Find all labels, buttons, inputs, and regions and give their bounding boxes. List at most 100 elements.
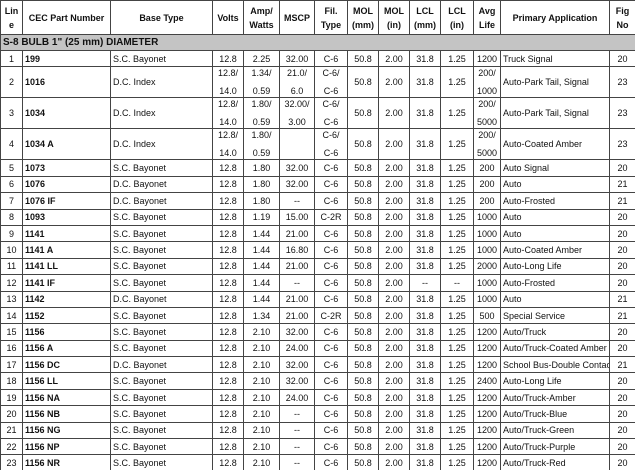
table-cell: 1200 [473, 421, 501, 440]
table-cell: C-6 [314, 356, 348, 374]
table-cell: 1152 [22, 306, 111, 325]
table-cell: S.C. Bayonet [110, 421, 213, 440]
header-line: (mm) [414, 19, 436, 30]
table-cell: 50.8 [347, 405, 379, 423]
table-cell: 31.8 [409, 323, 441, 341]
table-cell: 12.8/14.0 [212, 97, 244, 130]
table-cell: Auto-Long Life [500, 257, 610, 276]
table-cell: 18 [0, 372, 23, 390]
table-cell: 21 [0, 421, 23, 440]
table-cell: 1200 [473, 454, 501, 470]
table-cell: 7 [0, 192, 23, 210]
table-cell: 12.8 [212, 388, 244, 407]
cell-line: 1.34/ [251, 68, 272, 79]
table-cell: C-6 [314, 175, 348, 194]
table-cell: 1156 [22, 323, 111, 341]
table-cell: Auto-Coated Amber [500, 128, 610, 161]
table-cell: 50.8 [347, 388, 379, 407]
cell-line: 1.80/ [251, 130, 272, 141]
table-cell: 2.00 [378, 274, 410, 292]
header-line: Volts [217, 12, 239, 23]
table-cell: 1141 [22, 224, 111, 243]
table-cell: 8 [0, 208, 23, 226]
table-cell: 6 [0, 175, 23, 194]
table-cell: 1156 NR [22, 454, 111, 470]
table-cell: 1.25 [440, 208, 474, 226]
cell-lines: 200/5000 [476, 130, 498, 158]
table-row: 22 1156 NP S.C. Bayonet 12.8 2.10 -- C-6 50.8 2.… [0, 438, 635, 456]
section-title: S-8 BULB 1" (25 mm) DIAMETER [0, 34, 635, 51]
cell-line: 6.0 [290, 86, 304, 97]
table-cell: 50.8 [347, 257, 379, 276]
cell-lines: 12.8/14.0 [215, 68, 241, 96]
table-cell: 200/5000 [473, 128, 501, 161]
table-cell: Auto [500, 224, 610, 243]
table-cell: -- [409, 274, 441, 292]
cell-lines: 32.00/3.00 [282, 99, 312, 127]
table-cell: 31.8 [409, 97, 441, 130]
table-cell: 2.00 [378, 128, 410, 161]
table-cell: D.C. Bayonet [110, 175, 213, 194]
table-row: 11 1141 LL S.C. Bayonet 12.8 1.44 21.00 C-6 50.… [0, 257, 635, 276]
table-cell: 32.00 [279, 159, 315, 177]
table-cell: 1.25 [440, 290, 474, 308]
table-cell: 50.8 [347, 306, 379, 325]
table-cell: 31.8 [409, 438, 441, 456]
cell-lines: 1.80/0.59 [246, 99, 277, 127]
table-cell: 11 [0, 257, 23, 276]
table-cell: 1.25 [440, 323, 474, 341]
cell-line: 3.00 [288, 117, 306, 128]
table-cell: -- [279, 405, 315, 423]
table-cell: 2.00 [378, 257, 410, 276]
table-cell: 21.00 [279, 306, 315, 325]
table-cell: 31.8 [409, 405, 441, 423]
table-cell: -- [440, 274, 474, 292]
table-cell: Truck Signal [500, 49, 610, 68]
table-cell: 21 [609, 290, 635, 308]
table-cell: 12.8 [212, 257, 244, 276]
table-cell: 12.8/14.0 [212, 66, 244, 99]
table-cell: D.C. Bayonet [110, 192, 213, 210]
table-cell: 12.8 [212, 159, 244, 177]
table-cell: 2.00 [378, 49, 410, 68]
table-cell: 20 [0, 405, 23, 423]
header-line: Avg [478, 5, 496, 16]
table-cell: Auto [500, 208, 610, 226]
table-cell: 1.25 [440, 159, 474, 177]
cell-line: 12.8/ [217, 130, 239, 141]
table-cell: C-6 [314, 388, 348, 407]
table-cell: C-6/C-6 [314, 66, 348, 99]
table-cell: C-6 [314, 405, 348, 423]
table-cell: 2.00 [378, 208, 410, 226]
table-cell: D.C. Bayonet [110, 290, 213, 308]
table-cell: 1.25 [440, 421, 474, 440]
table-row: 16 1156 A S.C. Bayonet 12.8 2.10 24.00 C-6 50.8… [0, 339, 635, 358]
table-cell: Auto/Truck [500, 323, 610, 341]
table-row: 15 1156 S.C. Bayonet 12.8 2.10 32.00 C-6 50.8 2.… [0, 323, 635, 341]
table-cell: 50.8 [347, 208, 379, 226]
table-cell: C-6/C-6 [314, 97, 348, 130]
table-cell: 1073 [22, 159, 111, 177]
header-line: Type [320, 19, 342, 30]
table-cell: 1200 [473, 405, 501, 423]
table-cell: 21 [609, 192, 635, 210]
table-cell: 1.80 [243, 192, 280, 210]
table-cell: D.C. Bayonet [110, 356, 213, 374]
table-cell: 16.80 [279, 241, 315, 259]
table-row: 18 1156 LL S.C. Bayonet 12.8 2.10 32.00 C-6 50.… [0, 372, 635, 390]
table-cell: -- [279, 192, 315, 210]
cell-line: C-6/ [322, 130, 340, 141]
table-cell: 1.44 [243, 241, 280, 259]
table-cell: 2.10 [243, 323, 280, 341]
table-cell: Auto/Truck-Purple [500, 438, 610, 456]
table-cell: 1.25 [440, 454, 474, 470]
table-cell: 1141 LL [22, 257, 111, 276]
table-cell: 12.8 [212, 356, 244, 374]
table-cell: 1200 [473, 339, 501, 358]
table-cell: 1.34/0.59 [243, 66, 280, 99]
table-cell: S.C. Bayonet [110, 372, 213, 390]
table-cell: S.C. Bayonet [110, 224, 213, 243]
table-row: 10 1141 A S.C. Bayonet 12.8 1.44 16.80 C-6 50.8… [0, 241, 635, 259]
table-cell: 12.8 [212, 405, 244, 423]
table-cell: Auto-Park Tail, Signal [500, 66, 610, 99]
